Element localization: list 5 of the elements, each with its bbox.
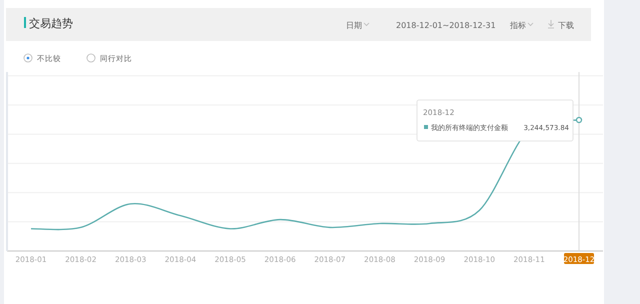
text: 下载 (558, 21, 574, 30)
text: 2018-12-01~2018-12-31 (396, 21, 496, 30)
text: 指标 (509, 21, 526, 30)
text: 日期 (346, 21, 362, 30)
chart-title: 交易趋势 (29, 17, 73, 30)
